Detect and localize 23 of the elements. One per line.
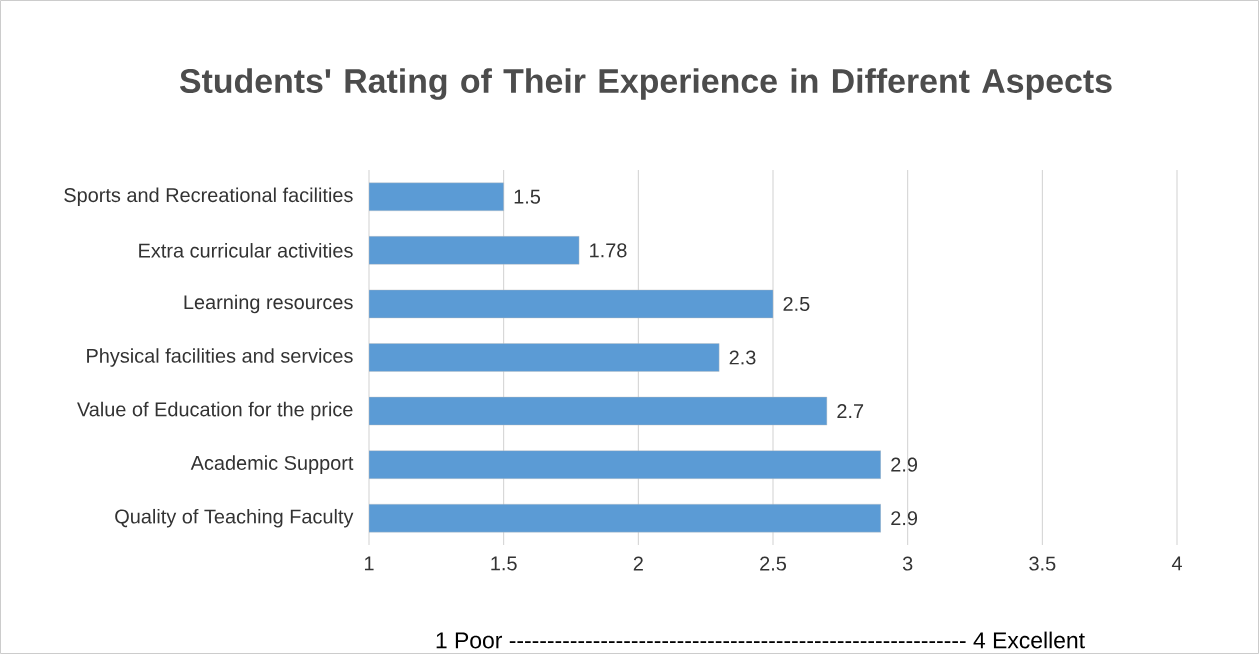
y-tick-label: Physical facilities and services	[87, 348, 353, 367]
chart-title: Students' Rating of Their Experience in Different Aspects	[179, 68, 1112, 100]
x-tick-label: 1	[364, 556, 374, 571]
x-tick-label: 4	[1171, 556, 1182, 571]
x-tick-label: 2.5	[760, 556, 787, 571]
y-tick-label: Academic Support	[190, 455, 354, 474]
data-label: 2.9	[891, 457, 918, 472]
x-tick-label: 3.5	[1029, 556, 1056, 571]
x-tick-label: 2	[633, 556, 643, 571]
data-label: 2.7	[837, 404, 864, 419]
x-axis-title: 1 Poor ------------------------------------------------------------ 4 Excellent	[436, 631, 1085, 649]
x-tick-label: 1.5	[491, 556, 517, 571]
x-tick-label: 3	[902, 556, 913, 571]
y-tick-label: Sports and Recreational facilities	[64, 187, 353, 207]
data-label: 2.9	[891, 511, 918, 526]
y-tick-label: Value of Education for the price	[77, 401, 353, 421]
data-label: 2.5	[783, 296, 810, 311]
y-tick-label: Learning resources	[184, 294, 353, 314]
data-label: 1.5	[514, 189, 541, 204]
data-label: 2.3	[729, 350, 756, 365]
y-tick-label: Quality of Teaching Faculty	[115, 508, 354, 528]
y-tick-label: Extra curricular activities	[139, 243, 353, 258]
data-label: 1.78	[590, 243, 627, 258]
